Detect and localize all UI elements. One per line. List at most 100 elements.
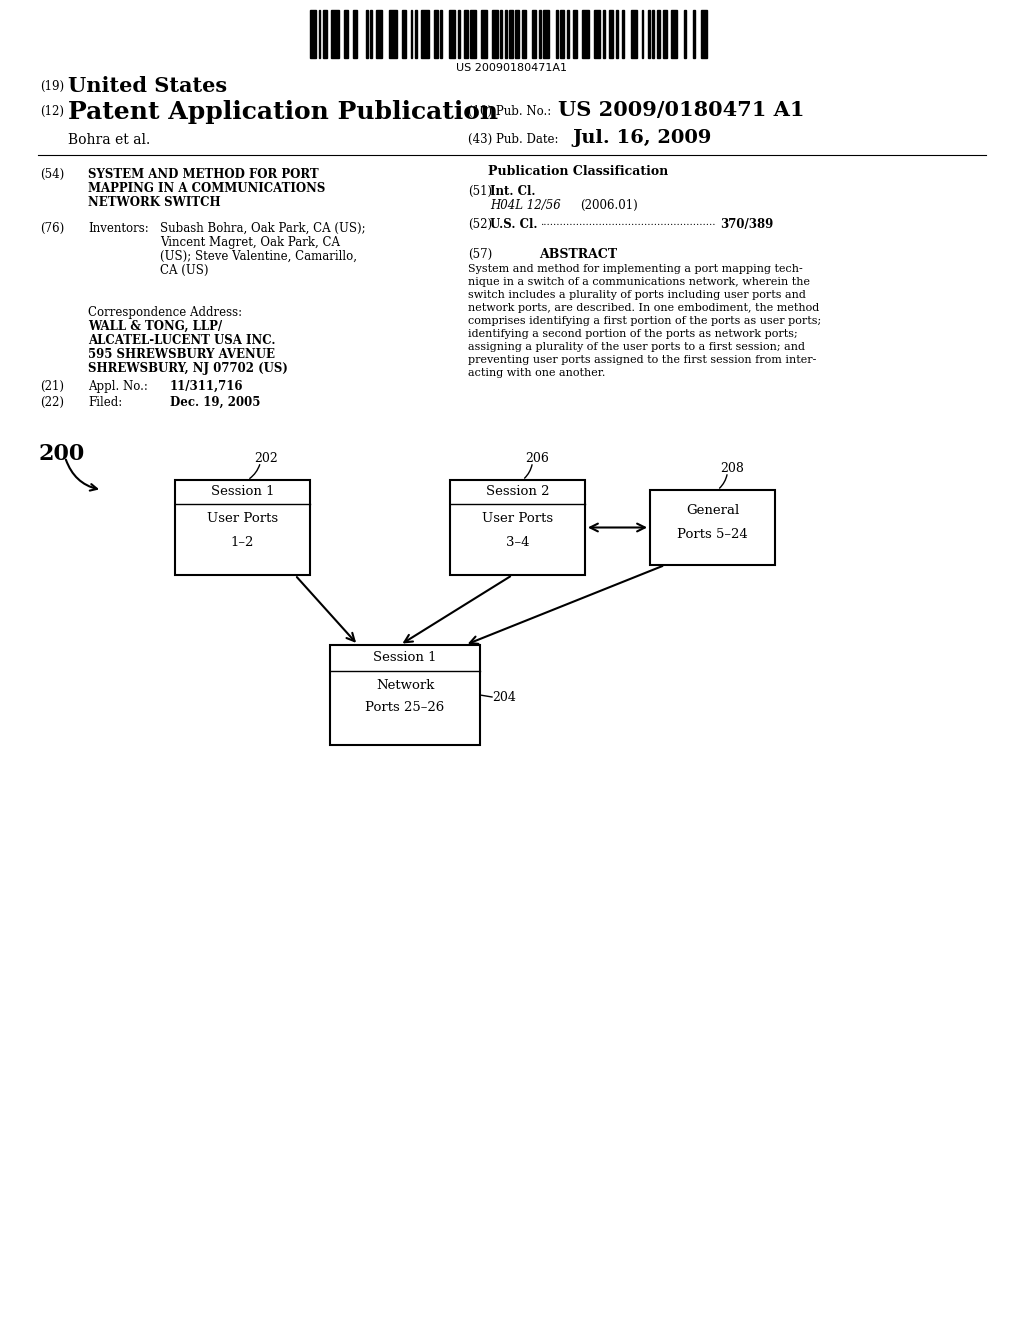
Text: Ports 25–26: Ports 25–26 — [366, 701, 444, 714]
Text: 3–4: 3–4 — [506, 536, 529, 549]
Bar — [505, 11, 507, 58]
Text: (57): (57) — [468, 248, 493, 261]
Bar — [310, 11, 315, 58]
Text: User Ports: User Ports — [482, 512, 553, 525]
Text: network ports, are described. In one embodiment, the method: network ports, are described. In one emb… — [468, 304, 819, 313]
Bar — [652, 11, 654, 58]
Text: Correspondence Address:: Correspondence Address: — [88, 306, 242, 319]
Bar — [543, 11, 549, 58]
Bar — [492, 11, 498, 58]
Text: 1–2: 1–2 — [230, 536, 254, 549]
Text: NETWORK SWITCH: NETWORK SWITCH — [88, 195, 220, 209]
Text: preventing user ports assigned to the first session from inter-: preventing user ports assigned to the fi… — [468, 355, 816, 366]
Text: 370/389: 370/389 — [720, 218, 773, 231]
Bar — [515, 11, 519, 58]
Bar — [440, 11, 442, 58]
Bar — [656, 11, 660, 58]
Text: Inventors:: Inventors: — [88, 222, 148, 235]
Text: System and method for implementing a port mapping tech-: System and method for implementing a por… — [468, 264, 803, 275]
Text: (19): (19) — [40, 81, 65, 92]
Text: 208: 208 — [721, 462, 744, 475]
Bar — [693, 11, 695, 58]
Text: CA (US): CA (US) — [160, 264, 209, 277]
Text: WALL & TONG, LLP/: WALL & TONG, LLP/ — [88, 319, 222, 333]
Bar — [421, 11, 429, 58]
Bar — [522, 11, 525, 58]
Bar — [470, 11, 476, 58]
Text: Network: Network — [376, 678, 434, 692]
Bar — [415, 11, 417, 58]
Bar — [353, 11, 356, 58]
Bar — [434, 11, 438, 58]
Text: (2006.01): (2006.01) — [580, 199, 638, 213]
Text: (10) Pub. No.:: (10) Pub. No.: — [468, 106, 551, 117]
Bar — [615, 11, 617, 58]
Bar — [582, 11, 590, 58]
Bar — [631, 11, 637, 58]
Text: comprises identifying a first portion of the ports as user ports;: comprises identifying a first portion of… — [468, 315, 821, 326]
Text: ABSTRACT: ABSTRACT — [539, 248, 617, 261]
Text: Dec. 19, 2005: Dec. 19, 2005 — [170, 396, 260, 409]
Text: Filed:: Filed: — [88, 396, 122, 409]
Text: Publication Classification: Publication Classification — [487, 165, 668, 178]
Text: Vincent Magret, Oak Park, CA: Vincent Magret, Oak Park, CA — [160, 236, 340, 249]
Bar — [539, 11, 541, 58]
Text: 11/311,716: 11/311,716 — [170, 380, 244, 393]
Bar — [573, 11, 577, 58]
Bar — [501, 11, 503, 58]
Bar — [389, 11, 397, 58]
Bar — [603, 11, 605, 58]
Bar — [464, 11, 468, 58]
Bar — [376, 11, 382, 58]
Text: (22): (22) — [40, 396, 63, 409]
Text: User Ports: User Ports — [207, 512, 279, 525]
Bar — [450, 11, 455, 58]
Bar — [566, 11, 568, 58]
Text: 200: 200 — [38, 444, 84, 465]
Text: Jul. 16, 2009: Jul. 16, 2009 — [572, 129, 712, 147]
Text: acting with one another.: acting with one another. — [468, 368, 605, 378]
Text: Int. Cl.: Int. Cl. — [490, 185, 536, 198]
Text: (12): (12) — [40, 106, 63, 117]
Bar — [560, 11, 564, 58]
Bar — [402, 11, 406, 58]
Bar — [366, 11, 368, 58]
Bar — [609, 11, 613, 58]
Text: Appl. No.:: Appl. No.: — [88, 380, 147, 393]
Text: Patent Application Publication: Patent Application Publication — [68, 100, 498, 124]
Text: Session 1: Session 1 — [374, 651, 437, 664]
Text: US 2009/0180471 A1: US 2009/0180471 A1 — [558, 100, 805, 120]
Bar — [458, 11, 460, 58]
Text: U.S. Cl.: U.S. Cl. — [490, 218, 538, 231]
Bar — [595, 11, 600, 58]
Text: 595 SHREWSBURY AVENUE: 595 SHREWSBURY AVENUE — [88, 348, 275, 360]
Text: Session 2: Session 2 — [485, 484, 549, 498]
Text: SYSTEM AND METHOD FOR PORT: SYSTEM AND METHOD FOR PORT — [88, 168, 318, 181]
Text: 202: 202 — [255, 451, 279, 465]
Bar — [370, 11, 372, 58]
Bar — [318, 11, 321, 58]
Text: (54): (54) — [40, 168, 65, 181]
Text: (US); Steve Valentine, Camarillo,: (US); Steve Valentine, Camarillo, — [160, 249, 357, 263]
Text: US 20090180471A1: US 20090180471A1 — [457, 63, 567, 73]
Bar — [650, 490, 775, 565]
Bar — [330, 645, 480, 744]
Bar — [663, 11, 667, 58]
Text: (51): (51) — [468, 185, 493, 198]
Text: assigning a plurality of the user ports to a first session; and: assigning a plurality of the user ports … — [468, 342, 805, 352]
Text: identifying a second portion of the ports as network ports;: identifying a second portion of the port… — [468, 329, 798, 339]
Bar — [623, 11, 625, 58]
Text: Bohra et al.: Bohra et al. — [68, 133, 151, 147]
Text: nique in a switch of a communications network, wherein the: nique in a switch of a communications ne… — [468, 277, 810, 286]
Bar — [672, 11, 677, 58]
Bar — [556, 11, 558, 58]
Text: Subash Bohra, Oak Park, CA (US);: Subash Bohra, Oak Park, CA (US); — [160, 222, 366, 235]
Text: ......................................................: ........................................… — [540, 218, 716, 227]
Text: Session 1: Session 1 — [211, 484, 274, 498]
Text: United States: United States — [68, 77, 227, 96]
Text: MAPPING IN A COMMUNICATIONS: MAPPING IN A COMMUNICATIONS — [88, 182, 326, 195]
Bar — [332, 11, 339, 58]
Bar — [684, 11, 686, 58]
Text: (52): (52) — [468, 218, 493, 231]
Bar — [648, 11, 650, 58]
